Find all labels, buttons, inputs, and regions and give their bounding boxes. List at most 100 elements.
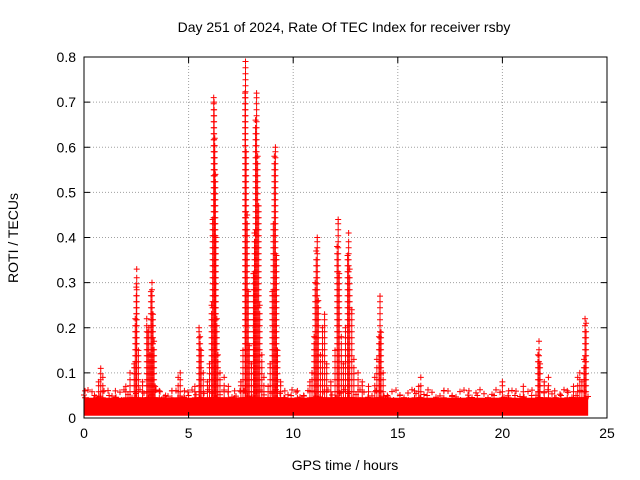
data-point-marker <box>255 232 262 239</box>
data-point-marker <box>255 250 262 257</box>
data-point-marker <box>272 244 279 251</box>
data-point <box>139 378 146 385</box>
data-point-marker <box>177 382 184 389</box>
data-point-marker <box>314 292 321 299</box>
data-point-marker <box>245 334 252 341</box>
data-point-marker <box>231 394 238 401</box>
data-point-marker <box>212 316 219 323</box>
data-point-marker <box>255 208 262 215</box>
data-point-marker <box>314 268 321 275</box>
data-point-marker <box>336 280 343 287</box>
data-point <box>288 392 295 399</box>
data-point-marker <box>274 370 281 377</box>
data-point-marker <box>212 244 219 251</box>
data-point-marker <box>335 244 342 251</box>
data-point-marker <box>536 346 543 353</box>
data-point-marker <box>212 286 219 293</box>
data-point-marker <box>99 388 106 395</box>
data-point <box>216 369 223 376</box>
data-point <box>106 392 113 399</box>
data-point-marker <box>213 340 220 347</box>
data-point-marker <box>260 382 267 389</box>
data-point-marker <box>211 142 218 149</box>
data-point-marker <box>377 322 384 329</box>
data-point-marker <box>242 124 249 131</box>
data-point-marker <box>583 334 590 341</box>
data-point-marker <box>253 118 260 125</box>
data-point-marker <box>212 250 219 257</box>
data-point <box>390 396 397 403</box>
data-point-marker <box>254 160 261 167</box>
data-point-marker <box>583 364 590 371</box>
data-point-marker <box>255 226 262 233</box>
data-point-marker <box>133 328 140 335</box>
data-point-marker <box>212 208 219 215</box>
data-point-marker <box>272 226 279 233</box>
band-marker <box>513 388 519 395</box>
data-point-marker <box>499 394 506 401</box>
data-point <box>323 360 330 367</box>
data-point <box>350 356 357 363</box>
data-point-marker <box>244 256 251 263</box>
data-point <box>127 369 134 376</box>
data-point-marker <box>213 328 220 335</box>
data-point-marker <box>150 334 157 341</box>
data-point-marker <box>156 394 163 401</box>
band-marker <box>557 391 563 398</box>
data-point-marker <box>346 286 353 293</box>
data-point-marker <box>99 382 106 389</box>
data-point-marker <box>212 310 219 317</box>
data-point <box>384 392 391 399</box>
band-marker <box>409 386 415 393</box>
band-marker <box>437 392 443 399</box>
data-point <box>537 360 544 367</box>
data-point <box>118 396 125 403</box>
data-point-marker <box>336 286 343 293</box>
data-point-marker <box>346 292 353 299</box>
data-point-marker <box>244 226 251 233</box>
data-point <box>424 392 431 399</box>
data-point-marker <box>211 148 218 155</box>
data-point <box>449 392 456 399</box>
band-marker <box>429 389 435 396</box>
data-point-marker <box>348 334 355 341</box>
data-point <box>162 392 169 399</box>
data-point-marker <box>336 322 343 329</box>
data-point-marker <box>348 352 355 359</box>
data-point-marker <box>243 214 250 221</box>
data-point-marker <box>272 238 279 245</box>
data-point <box>277 378 284 385</box>
data-point-marker <box>148 292 155 299</box>
data-point-marker <box>348 328 355 335</box>
data-point-marker <box>378 364 385 371</box>
data-point-marker <box>211 172 218 179</box>
data-point-marker <box>335 226 342 233</box>
data-point-marker <box>345 256 352 263</box>
x-axis-ticks: 0 5 10 15 20 25 <box>80 57 615 441</box>
data-point-marker <box>380 394 387 401</box>
data-point-marker <box>350 364 357 371</box>
data-point-marker <box>255 262 262 269</box>
data-point-marker <box>314 250 321 257</box>
data-point-marker <box>314 280 321 287</box>
data-point <box>482 396 489 403</box>
data-point <box>212 234 219 241</box>
band-marker <box>405 390 411 397</box>
band-marker <box>473 389 479 396</box>
data-point-marker <box>323 370 330 377</box>
data-point-marker <box>133 340 140 347</box>
data-point-marker <box>417 388 424 395</box>
data-point <box>213 315 220 322</box>
band-marker <box>85 387 91 394</box>
data-point-marker <box>225 394 232 401</box>
data-point <box>177 369 184 376</box>
data-point-marker <box>255 292 262 299</box>
band-marker <box>465 392 471 399</box>
data-point-marker <box>314 274 321 281</box>
data-point <box>377 293 384 300</box>
data-point-marker <box>377 328 384 335</box>
data-point-marker <box>212 268 219 275</box>
data-point-marker <box>244 268 251 275</box>
data-point-marker <box>211 160 218 167</box>
data-point-marker <box>256 316 263 323</box>
